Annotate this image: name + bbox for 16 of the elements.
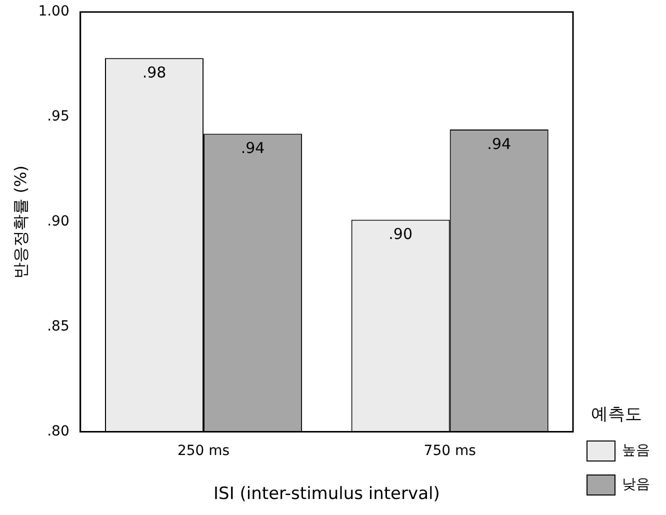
y-tick-label: .85	[47, 318, 70, 334]
legend-title: 예측도	[591, 404, 642, 425]
y-tick-label: .95	[47, 108, 70, 125]
x-tick-label: 250 ms	[177, 442, 230, 459]
data-label: .94	[240, 139, 265, 158]
legend-label: 높음	[622, 442, 650, 459]
y-tick-label: .90	[47, 214, 70, 230]
legend-label: 낮음	[622, 476, 650, 493]
data-label: .98	[142, 64, 166, 82]
y-tick-label: .80	[47, 423, 70, 440]
x-tick-label: 750 ms	[424, 442, 476, 459]
data-label: .90	[388, 225, 413, 244]
data-label: .94	[487, 134, 512, 153]
x-axis-title: ISI (inter-stimulus interval)	[214, 484, 440, 504]
y-tick-label: 1.00	[38, 4, 70, 20]
y-axis-title: 반응정확률 (%)	[10, 166, 30, 278]
